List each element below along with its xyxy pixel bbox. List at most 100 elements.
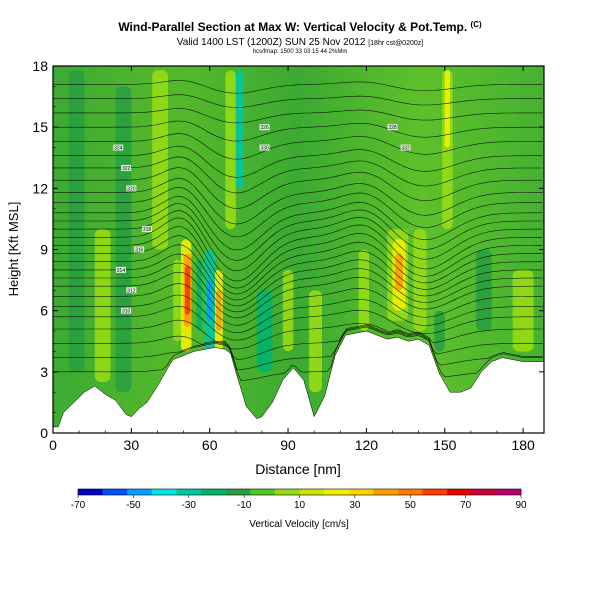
colorbar-swatch — [471, 489, 497, 495]
velocity-cell — [115, 86, 132, 393]
contour-label: 312 — [126, 287, 137, 294]
colorbar-tick-label: 90 — [515, 500, 527, 511]
colorbar-tick-label: -30 — [182, 500, 197, 511]
contour-label: 310 — [121, 307, 132, 315]
contour-label-text: 332 — [401, 146, 410, 152]
colorbar-tick-label: -70 — [71, 500, 86, 511]
isentrope-line — [53, 120, 543, 142]
y-tick-label: 0 — [40, 425, 48, 441]
isentrope-line — [53, 133, 543, 160]
colorbar-swatch — [250, 489, 276, 495]
velocity-cell — [512, 269, 534, 352]
velocity-cells — [68, 70, 534, 393]
colorbar-ticks: -70 -50 -30 -10 10 30 50 70 90 — [71, 495, 527, 511]
x-tick-label: 0 — [49, 437, 57, 453]
colorbar-swatch — [324, 489, 350, 495]
colorbar-swatch — [102, 489, 128, 495]
plot-area — [53, 66, 544, 433]
velocity-cell — [152, 70, 168, 250]
y-tick-label: 18 — [32, 58, 48, 74]
velocity-cell — [184, 265, 191, 315]
contour-label-text: 328 — [388, 125, 397, 131]
contour-label-text: 322 — [122, 166, 131, 172]
isentrope-line — [53, 253, 543, 307]
isentrope-line — [53, 319, 543, 350]
colorbar-swatch — [127, 489, 153, 495]
contour-label-text: 310 — [122, 309, 131, 315]
colorbar-swatch — [373, 489, 399, 495]
contour-label-text: 326 — [260, 125, 269, 131]
y-axis-label: Height [Kft MSL] — [6, 202, 21, 297]
run-info: hcs/fmap: 1500 33 03 15 44 2%Mm — [252, 49, 348, 55]
y-tick-label: 15 — [32, 119, 48, 135]
colorbar-swatch — [299, 489, 325, 495]
isentrope-line — [53, 283, 543, 326]
colorbar-tick-label: 10 — [294, 500, 306, 511]
y-tick-label: 6 — [40, 303, 48, 319]
isentrope-line — [53, 94, 543, 108]
isentrope-line — [53, 167, 543, 209]
colorbar-tick-label: -10 — [237, 500, 252, 511]
velocity-cell — [476, 249, 492, 332]
chart-title-text: Wind-Parallel Section at Max W: Vertical… — [118, 20, 468, 34]
y-tick-label: 12 — [32, 180, 48, 196]
isentrope-line — [53, 80, 543, 94]
colorbar-label: Vertical Velocity [cm/s] — [249, 519, 349, 530]
contour-label: 332 — [400, 144, 411, 152]
valid-time: Valid 1400 LST (1200Z) SUN 25 Nov 2012 — [176, 37, 366, 48]
contour-label-text: 314 — [117, 268, 126, 274]
chart-subtitle: Valid 1400 LST (1200Z) SUN 25 Nov 2012 [… — [0, 37, 600, 48]
isentrope-line — [53, 326, 543, 381]
copyright-mark: (C) — [470, 20, 482, 29]
contour-label: 330 — [259, 144, 270, 152]
isentrope-line — [53, 271, 543, 319]
colorbar-swatch — [151, 489, 177, 495]
x-tick-label: 60 — [202, 437, 218, 453]
velocity-cell — [413, 229, 427, 332]
contour-label: 318 — [142, 226, 153, 233]
colorbar-tick-label: 70 — [460, 500, 472, 511]
y-tick-label: 9 — [40, 242, 48, 258]
isentrope-line — [53, 203, 543, 261]
velocity-cell — [395, 253, 403, 291]
isentrope-line — [53, 178, 543, 225]
isentrope-line — [53, 210, 543, 272]
isentrope-line — [53, 294, 543, 334]
contour-labels: 310 312 314 316 318 320 322 324 326 328 330 332 — [113, 124, 411, 315]
velocity-cell — [256, 290, 273, 372]
x-tick-label: 150 — [433, 437, 457, 453]
isentrope-line — [53, 235, 543, 295]
forecast-hour: [18hr cst@0200z] — [368, 40, 424, 47]
colorbar-swatch — [496, 489, 522, 495]
isentrope-line — [53, 145, 543, 178]
contour-label-text: 324 — [114, 146, 123, 152]
colorbar-swatch — [201, 489, 226, 495]
isentrope-line — [53, 156, 543, 194]
velocity-cell — [196, 259, 202, 332]
y-tick-label: 3 — [40, 364, 48, 380]
x-tick-label: 90 — [280, 437, 296, 453]
x-tick-label: 30 — [124, 437, 140, 453]
colorbar-swatch — [397, 489, 423, 495]
x-tick-label: 120 — [355, 437, 379, 453]
velocity-cell — [216, 290, 222, 332]
x-axis-label: Distance [nm] — [255, 461, 341, 477]
colorbar-swatch — [274, 489, 300, 495]
colorbar-swatches — [78, 489, 522, 495]
isentrope-line — [53, 244, 543, 301]
isentrope-line — [53, 186, 543, 238]
contour-label: 320 — [126, 185, 137, 192]
isentrope-line — [53, 262, 543, 313]
colorbar-swatch — [422, 489, 448, 495]
contour-label-text: 312 — [127, 288, 136, 294]
colorbar-swatch — [348, 489, 374, 495]
contour-label: 316 — [134, 246, 145, 254]
contour-label: 324 — [113, 144, 124, 152]
contour-label: 314 — [115, 266, 126, 274]
colorbar-tick-label: -50 — [126, 500, 141, 511]
velocity-cell — [308, 290, 323, 393]
contour-label: 326 — [259, 124, 270, 131]
